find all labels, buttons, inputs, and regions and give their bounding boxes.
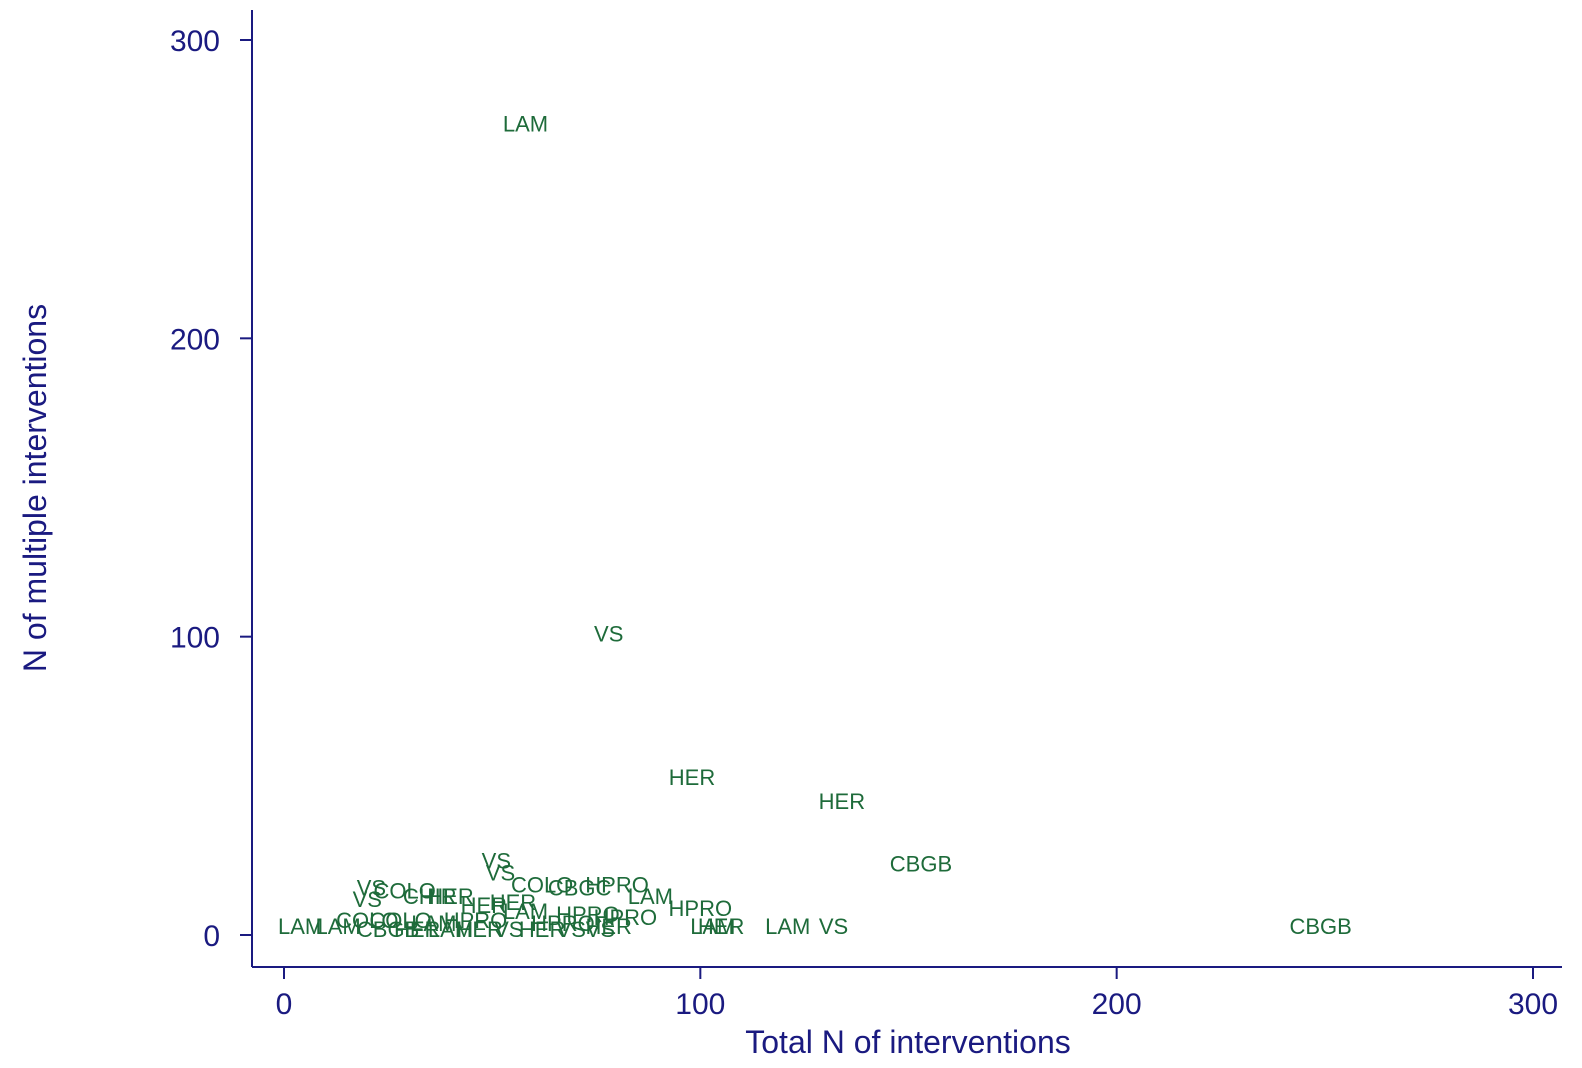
x-tick-label: 0 <box>276 988 293 1021</box>
data-point-label: LAM <box>315 914 360 939</box>
data-point-label: HER <box>819 789 865 814</box>
data-point-label: VS <box>557 917 586 942</box>
y-tick-label: 100 <box>170 622 220 655</box>
data-point-label: VS <box>586 917 615 942</box>
y-axis-title: N of multiple interventions <box>17 304 53 672</box>
data-point-label: CBGB <box>1289 914 1351 939</box>
x-tick-label: 100 <box>675 988 725 1021</box>
y-tick-label: 0 <box>203 920 220 953</box>
axes: 0 100 200 300 0 100 200 300 <box>170 10 1562 1021</box>
data-point-label: HER <box>669 765 715 790</box>
data-point-label: HPRO <box>669 896 733 921</box>
data-point-label: VS <box>486 860 515 885</box>
y-tick-label: 300 <box>170 25 220 58</box>
y-tick-label: 200 <box>170 323 220 356</box>
x-tick-label: 300 <box>1508 988 1558 1021</box>
x-tick-label: 200 <box>1092 988 1142 1021</box>
data-point-label: LAM <box>503 112 548 137</box>
data-point-label: LAM <box>765 914 810 939</box>
data-point-label: CBGB <box>890 851 952 876</box>
data-point-label: VS <box>594 622 623 647</box>
x-axis-title: Total N of interventions <box>745 1024 1071 1060</box>
data-point-label: VS <box>819 914 848 939</box>
